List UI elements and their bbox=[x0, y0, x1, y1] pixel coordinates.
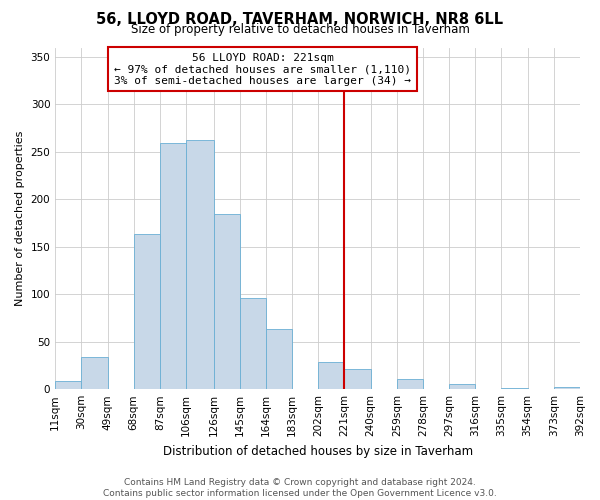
Bar bbox=[186, 140, 214, 389]
Y-axis label: Number of detached properties: Number of detached properties bbox=[15, 130, 25, 306]
Bar bbox=[502, 388, 527, 389]
Bar bbox=[160, 144, 186, 389]
Bar bbox=[344, 369, 371, 389]
Bar bbox=[266, 330, 292, 389]
Bar bbox=[449, 384, 475, 389]
Bar bbox=[397, 378, 423, 389]
Bar bbox=[214, 214, 240, 389]
Bar bbox=[134, 234, 160, 389]
Bar bbox=[240, 298, 266, 389]
Text: Contains HM Land Registry data © Crown copyright and database right 2024.
Contai: Contains HM Land Registry data © Crown c… bbox=[103, 478, 497, 498]
Bar bbox=[55, 380, 82, 389]
X-axis label: Distribution of detached houses by size in Taverham: Distribution of detached houses by size … bbox=[163, 444, 473, 458]
Text: 56 LLOYD ROAD: 221sqm
← 97% of detached houses are smaller (1,110)
3% of semi-de: 56 LLOYD ROAD: 221sqm ← 97% of detached … bbox=[114, 52, 411, 86]
Text: Size of property relative to detached houses in Taverham: Size of property relative to detached ho… bbox=[131, 22, 469, 36]
Bar bbox=[82, 357, 107, 389]
Bar bbox=[318, 362, 344, 389]
Bar bbox=[554, 388, 580, 389]
Text: 56, LLOYD ROAD, TAVERHAM, NORWICH, NR8 6LL: 56, LLOYD ROAD, TAVERHAM, NORWICH, NR8 6… bbox=[97, 12, 503, 28]
